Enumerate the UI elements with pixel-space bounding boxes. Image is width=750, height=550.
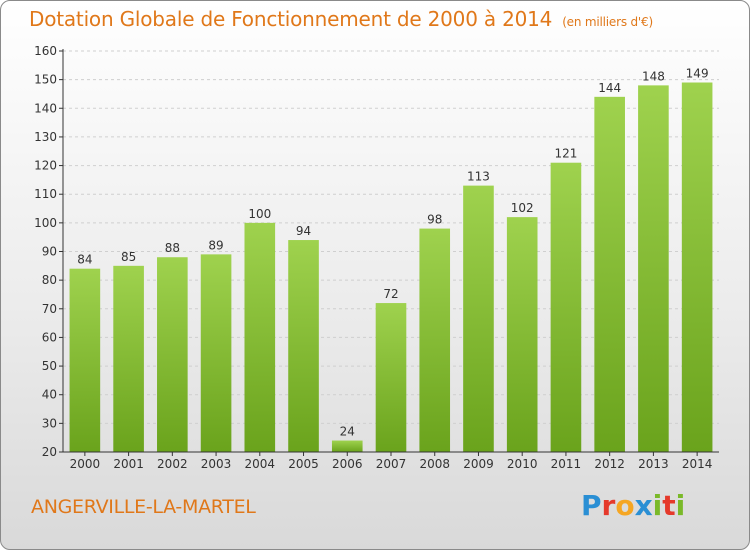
bar xyxy=(463,185,494,452)
chart-subtitle: (en milliers d'€) xyxy=(562,15,653,29)
data-label: 148 xyxy=(642,69,665,83)
y-tick-label: 60 xyxy=(42,330,57,344)
y-tick-label: 50 xyxy=(42,359,57,373)
bar xyxy=(375,303,407,452)
data-label: 88 xyxy=(165,241,180,255)
logo-letter: x xyxy=(634,489,653,522)
logo-letter: o xyxy=(615,489,635,522)
bar xyxy=(113,265,144,452)
y-tick-label: 150 xyxy=(34,73,57,87)
bar xyxy=(638,85,669,452)
data-label: 85 xyxy=(121,250,136,264)
y-tick-label: 20 xyxy=(42,445,57,459)
data-label: 144 xyxy=(598,81,621,95)
data-label: 98 xyxy=(427,213,442,227)
data-label: 100 xyxy=(248,207,271,221)
data-label: 149 xyxy=(686,67,709,81)
data-label: 113 xyxy=(467,170,490,184)
y-tick-label: 160 xyxy=(34,44,57,58)
chart-title: Dotation Globale de Fonctionnement de 20… xyxy=(29,7,653,31)
logo-letter: i xyxy=(675,489,686,522)
bar xyxy=(157,257,188,452)
data-label: 84 xyxy=(77,253,92,267)
logo-letter: r xyxy=(601,489,616,522)
y-tick-label: 140 xyxy=(34,101,57,115)
y-tick-label: 70 xyxy=(42,302,57,316)
bar xyxy=(594,96,625,452)
x-tick-label: 2011 xyxy=(551,457,582,471)
x-tick-label: 2000 xyxy=(70,457,101,471)
data-label: 24 xyxy=(340,425,355,439)
logo-letter: i xyxy=(652,489,663,522)
x-tick-label: 2012 xyxy=(594,457,625,471)
y-tick-label: 120 xyxy=(34,159,57,173)
data-label: 121 xyxy=(554,147,577,161)
data-label: 102 xyxy=(511,201,534,215)
bar xyxy=(288,240,319,452)
logo-letter: P xyxy=(581,489,602,522)
bar xyxy=(506,217,538,452)
x-tick-label: 2010 xyxy=(507,457,538,471)
y-tick-label: 130 xyxy=(34,130,57,144)
data-label: 94 xyxy=(296,224,311,238)
bar xyxy=(331,440,363,452)
commune-name: ANGERVILLE-LA-MARTEL xyxy=(31,496,256,518)
y-tick-label: 30 xyxy=(42,416,57,430)
x-tick-label: 2013 xyxy=(638,457,669,471)
x-tick-label: 2002 xyxy=(157,457,188,471)
x-tick-label: 2008 xyxy=(419,457,450,471)
x-tick-label: 2004 xyxy=(245,457,276,471)
y-tick-label: 100 xyxy=(34,216,57,230)
bar xyxy=(550,162,582,452)
y-tick-label: 40 xyxy=(42,388,57,402)
x-tick-label: 2006 xyxy=(332,457,363,471)
y-tick-label: 110 xyxy=(34,187,57,201)
data-label: 89 xyxy=(208,238,223,252)
x-tick-label: 2007 xyxy=(376,457,407,471)
x-tick-label: 2009 xyxy=(463,457,494,471)
y-tick-label: 80 xyxy=(42,273,57,287)
bar xyxy=(69,268,101,452)
logo-letter: t xyxy=(662,489,676,522)
x-tick-label: 2014 xyxy=(682,457,713,471)
data-label: 72 xyxy=(383,287,398,301)
x-tick-label: 2003 xyxy=(201,457,232,471)
bar xyxy=(200,254,232,452)
chart-title-text: Dotation Globale de Fonctionnement de 20… xyxy=(29,7,553,31)
x-tick-label: 2001 xyxy=(113,457,144,471)
bar xyxy=(681,82,713,452)
bar xyxy=(244,222,276,452)
proxiti-logo[interactable]: Proxiti xyxy=(581,489,685,522)
x-tick-label: 2005 xyxy=(288,457,319,471)
y-tick-label: 90 xyxy=(42,245,57,259)
bar xyxy=(419,228,451,452)
